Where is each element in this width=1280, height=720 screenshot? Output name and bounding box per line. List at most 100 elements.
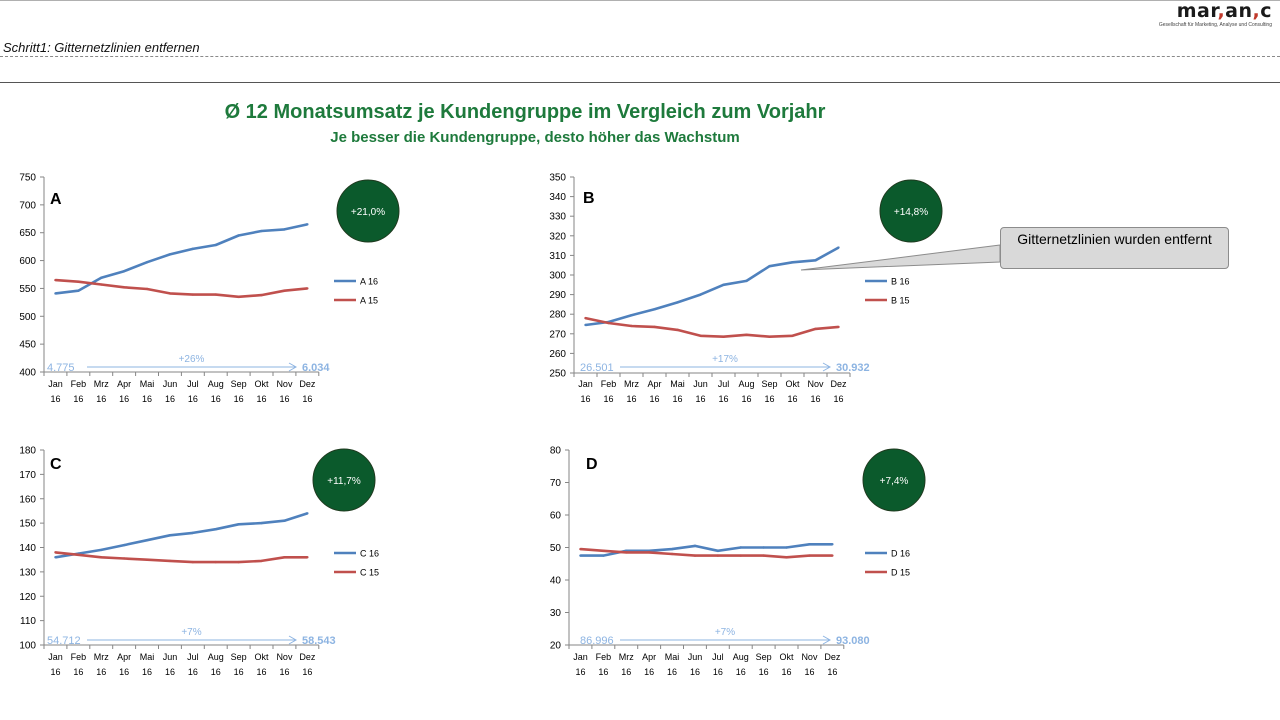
chart-a-data-point — [122, 269, 126, 273]
chart-c-data-point — [168, 559, 172, 563]
chart-b-summary-arrowhead — [822, 362, 832, 372]
chart-c-y-tick-label: 150 — [19, 519, 36, 530]
chart-c-data-point — [237, 560, 240, 564]
chart-b-y-tick-label: 330 — [549, 212, 566, 223]
chart-d-data-point — [831, 543, 834, 546]
chart-b-y-tick-label: 250 — [549, 369, 566, 380]
chart-c-series-line-current — [55, 512, 308, 559]
chart-a-x-tick-label: Mrz 16 — [94, 379, 109, 404]
chart-b-data-point — [584, 316, 587, 320]
chart-b-x-tick-label: Apr 16 — [647, 379, 661, 404]
chart-a-growth-badge-text: +21,0% — [351, 207, 385, 218]
chart-a-summary-arrowhead — [288, 362, 298, 372]
chart-c-data-point — [145, 538, 149, 542]
chart-d-data-point — [625, 551, 628, 554]
chart-a-y-tick-label: 650 — [19, 228, 36, 239]
chart-d-summary-end: 93.080 — [836, 635, 870, 647]
chart-b-x-tick-label: Sep 16 — [761, 379, 777, 404]
chart-b-data-point — [699, 293, 702, 296]
chart-b-summary-start: 26.501 — [580, 362, 614, 374]
top-rule — [0, 0, 1280, 1]
chart-c-legend-label: C 16 — [360, 549, 379, 559]
chart-d-summary-start: 86.996 — [580, 635, 614, 647]
chart-c-x-tick-label: Sep 16 — [231, 652, 247, 677]
chart-b-data-point — [768, 335, 771, 338]
chart-c-summary-start: 54.712 — [47, 635, 81, 647]
chart-b-data-point — [814, 259, 817, 262]
chart-c-x-tick-label: Nov 16 — [276, 652, 293, 677]
page-title: Ø 12 Monatsumsatz je Kundengruppe im Ver… — [224, 101, 826, 123]
chart-c-data-point — [191, 560, 195, 564]
chart-a-y-tick-label: 400 — [19, 368, 36, 379]
chart-a-y-tick-label: 550 — [19, 284, 36, 295]
chart-a-data-point — [306, 287, 309, 290]
chart-a-x-tick-label: Mai 16 — [140, 379, 155, 404]
chart-b-series-line-current — [585, 246, 840, 327]
chart-b-x-tick-label: Dez 16 — [830, 379, 847, 404]
chart-b-x-tick-label: Jun 16 — [693, 379, 708, 404]
chart-c-legend-label: C 15 — [360, 568, 379, 578]
chart-c-y-tick-label: 130 — [19, 567, 36, 578]
chart-a-data-point — [260, 229, 263, 233]
chart-b-data-point — [745, 279, 748, 283]
chart-d-data-point — [693, 544, 697, 548]
chart-d-data-point — [785, 556, 788, 559]
chart-a-x-tick-label: Dez 16 — [299, 379, 316, 404]
chart-d-data-point — [785, 546, 788, 549]
chart-a-data-point — [283, 228, 286, 231]
chart-a-summary-start: 4.775 — [47, 362, 75, 374]
chart-a-legend-label: A 16 — [360, 277, 378, 287]
chart-c-x-tick-label: Jun 16 — [163, 652, 178, 677]
chart-d-data-point — [739, 554, 742, 557]
chart-c-series-line-previous — [55, 551, 308, 564]
chart-d-y-tick-label: 40 — [550, 576, 562, 587]
chart-c-data-point — [283, 556, 286, 559]
step-label: Schritt1: Gitternetzlinien entfernen — [3, 40, 200, 55]
chart-b-x-tick-label: Mrz 16 — [624, 379, 639, 404]
chart-a-summary-growth: +26% — [179, 354, 205, 365]
chart-c-x-tick-label: Mai 16 — [140, 652, 155, 677]
chart-a-legend-label: A 15 — [360, 296, 378, 306]
chart-b-growth-badge — [879, 179, 943, 243]
chart-b-y-tick-label: 340 — [549, 192, 566, 203]
logo-subtitle: Gesellschaft für Marketing, Analyse und … — [1158, 22, 1272, 28]
chart-c-x-tick-label: Okt 16 — [255, 652, 270, 677]
page-subtitle: Je besser die Kundengruppe, desto höher … — [330, 129, 740, 146]
chart-c-data-point — [54, 551, 57, 554]
chart-a-x-tick-label: Jul 16 — [187, 379, 199, 404]
chart-d-panel-label: D — [586, 456, 598, 473]
chart-d-data-point — [602, 549, 605, 552]
callout-pointer — [800, 244, 1001, 271]
chart-d-growth-badge-text: +7,4% — [880, 476, 909, 487]
chart-a-x-tick-label: Aug 16 — [208, 379, 224, 404]
chart-c-data-point — [100, 556, 103, 559]
chart-b-x-tick-label: Nov 16 — [807, 379, 824, 404]
chart-d-data-point — [762, 554, 765, 557]
chart-b-y-tick-label: 290 — [549, 290, 566, 301]
chart-a-data-point — [237, 234, 240, 237]
chart-a-data-point — [283, 289, 286, 292]
chart-a-data-point — [191, 293, 195, 296]
chart-c-data-point — [237, 523, 240, 526]
chart-d-x-tick-label: Mrz 16 — [619, 652, 634, 677]
chart-b-data-point — [837, 246, 840, 249]
chart-d-legend-label: D 15 — [891, 568, 910, 578]
chart-d-data-point — [739, 546, 742, 549]
chart-d-x-tick-label: Apr 16 — [642, 652, 656, 677]
chart-c-data-point — [168, 534, 172, 537]
chart-c-x-tick-label: Dez 16 — [299, 652, 316, 677]
chart-a-data-point — [54, 278, 57, 282]
chart-a-data-point — [191, 247, 195, 251]
chart-c-data-point — [214, 528, 217, 531]
chart-a-y-tick-label: 750 — [19, 173, 36, 184]
chart-d-data-point — [579, 554, 582, 557]
chart-d-x-tick-label: Feb 16 — [596, 652, 612, 677]
chart-c-y-tick-label: 110 — [20, 616, 36, 627]
chart-a-data-point — [168, 253, 172, 256]
chart-b-panel-label: B — [583, 190, 595, 207]
chart-a-data-point — [145, 287, 149, 291]
chart-b-data-point — [630, 313, 633, 317]
chart-d-data-point — [647, 551, 651, 554]
chart-b-data-point — [584, 323, 587, 327]
